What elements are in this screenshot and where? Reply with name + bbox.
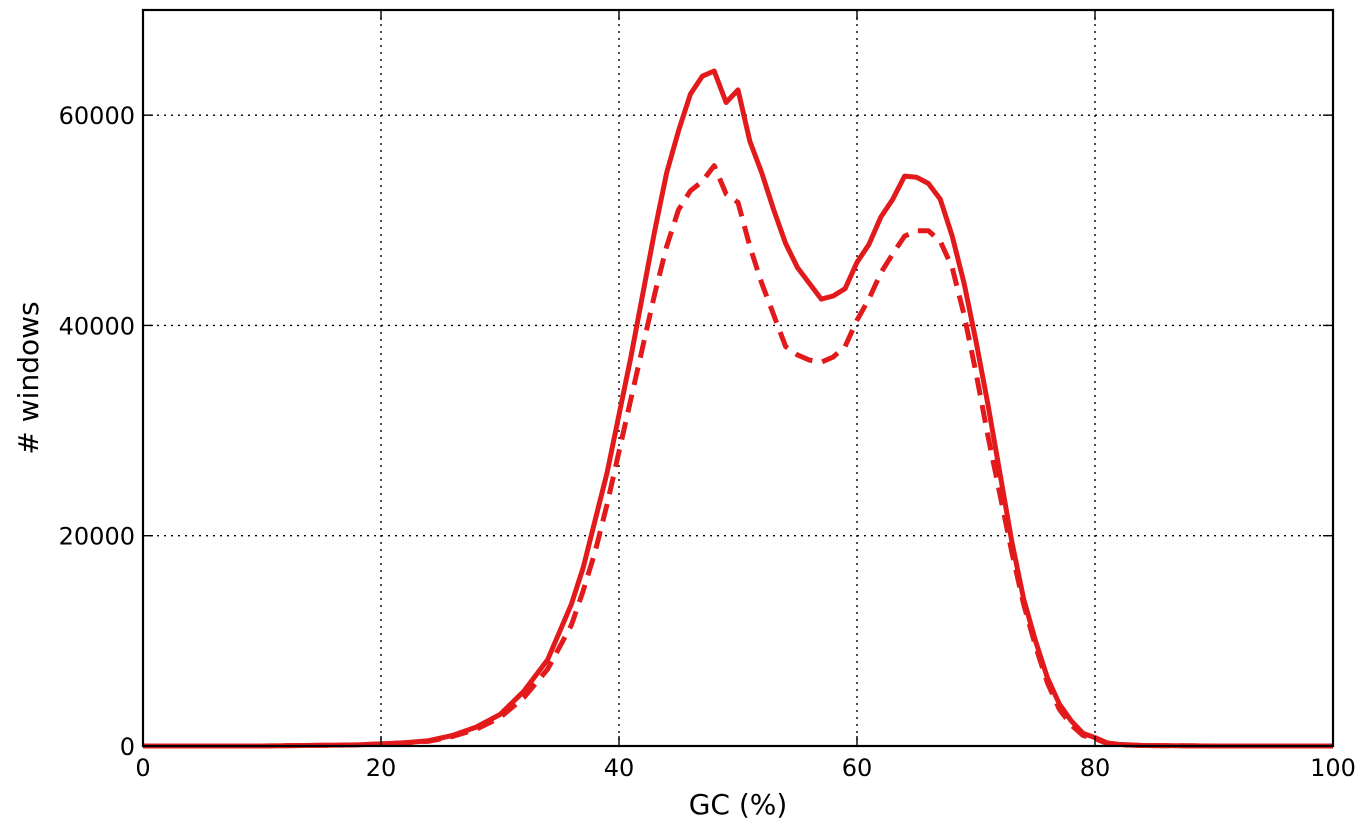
series-group (143, 68, 1333, 749)
x-tick-label: 0 (135, 754, 150, 782)
solid-series-line (143, 68, 1333, 749)
x-tick-label: 20 (366, 754, 397, 782)
x-tick-label: 60 (842, 754, 873, 782)
y-tick-label: 0 (120, 733, 135, 761)
x-tick-label: 80 (1080, 754, 1111, 782)
y-tick-label: 60000 (59, 102, 135, 130)
x-tick-label: 100 (1310, 754, 1356, 782)
grid (143, 10, 1333, 746)
x-tick-label: 40 (604, 754, 635, 782)
x-axis-label: GC (%) (689, 788, 788, 820)
plot-frame (141, 8, 1335, 748)
ticks: 0 20 40 60 80 100 0 20000 40000 60000 (59, 10, 1356, 782)
y-tick-label: 40000 (59, 312, 135, 340)
y-tick-label: 20000 (59, 523, 135, 551)
y-axis-label: # windows (12, 301, 45, 454)
dashed-series-line (143, 163, 1333, 749)
